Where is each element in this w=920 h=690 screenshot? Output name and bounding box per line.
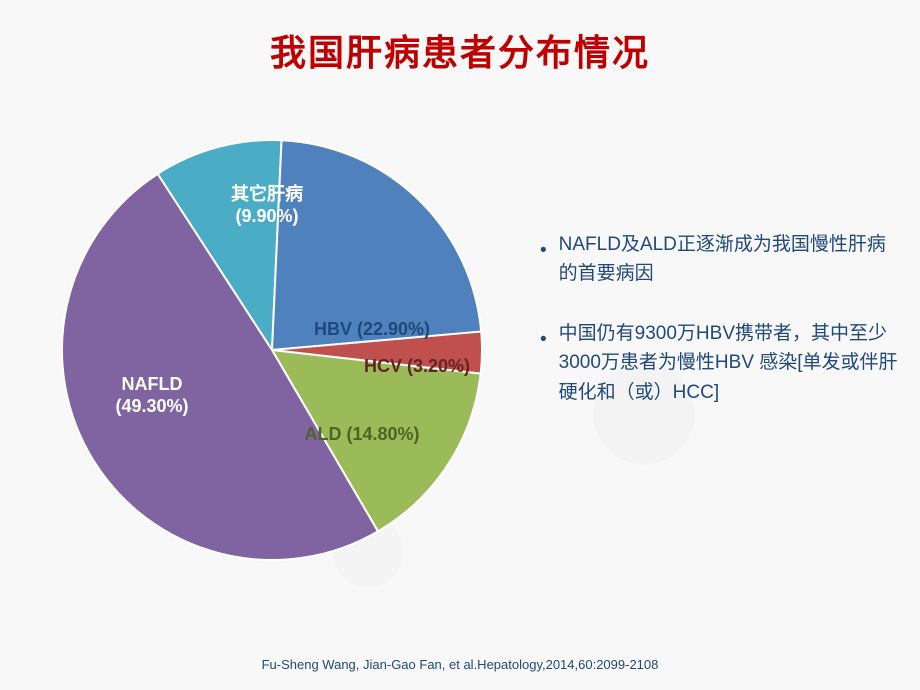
bullet-icon: • <box>540 236 547 265</box>
pie-label-hbv: HBV (22.90%) <box>314 319 430 339</box>
pie-label-ald: ALD (14.80%) <box>304 424 419 444</box>
slide-root: 我国肝病患者分布情况 其它肝病(9.90%)HBV (22.90%)HCV (3… <box>0 0 920 690</box>
bullet-item: • 中国仍有9300万HBV携带者，其中至少3000万患者为慢性HBV 感染[单发… <box>540 319 900 407</box>
bullet-list: • NAFLD及ALD正逐渐成为我国慢性肝病的首要病因 • 中国仍有9300万HBV携… <box>540 230 900 437</box>
pie-label-hcv: HCV (3.20%) <box>364 356 470 376</box>
bullet-icon: • <box>540 325 547 354</box>
citation: Fu-Sheng Wang, Jian-Gao Fan, et al.Hepat… <box>0 657 920 672</box>
bullet-text: 中国仍有9300万HBV携带者，其中至少3000万患者为慢性HBV 感染[单发或… <box>559 319 900 407</box>
pie-svg: 其它肝病(9.90%)HBV (22.90%)HCV (3.20%)ALD (1… <box>32 110 512 590</box>
pie-chart: 其它肝病(9.90%)HBV (22.90%)HCV (3.20%)ALD (1… <box>32 110 512 590</box>
bullet-text: NAFLD及ALD正逐渐成为我国慢性肝病的首要病因 <box>559 230 900 289</box>
slide-title: 我国肝病患者分布情况 <box>0 24 920 76</box>
bullet-item: • NAFLD及ALD正逐渐成为我国慢性肝病的首要病因 <box>540 230 900 289</box>
